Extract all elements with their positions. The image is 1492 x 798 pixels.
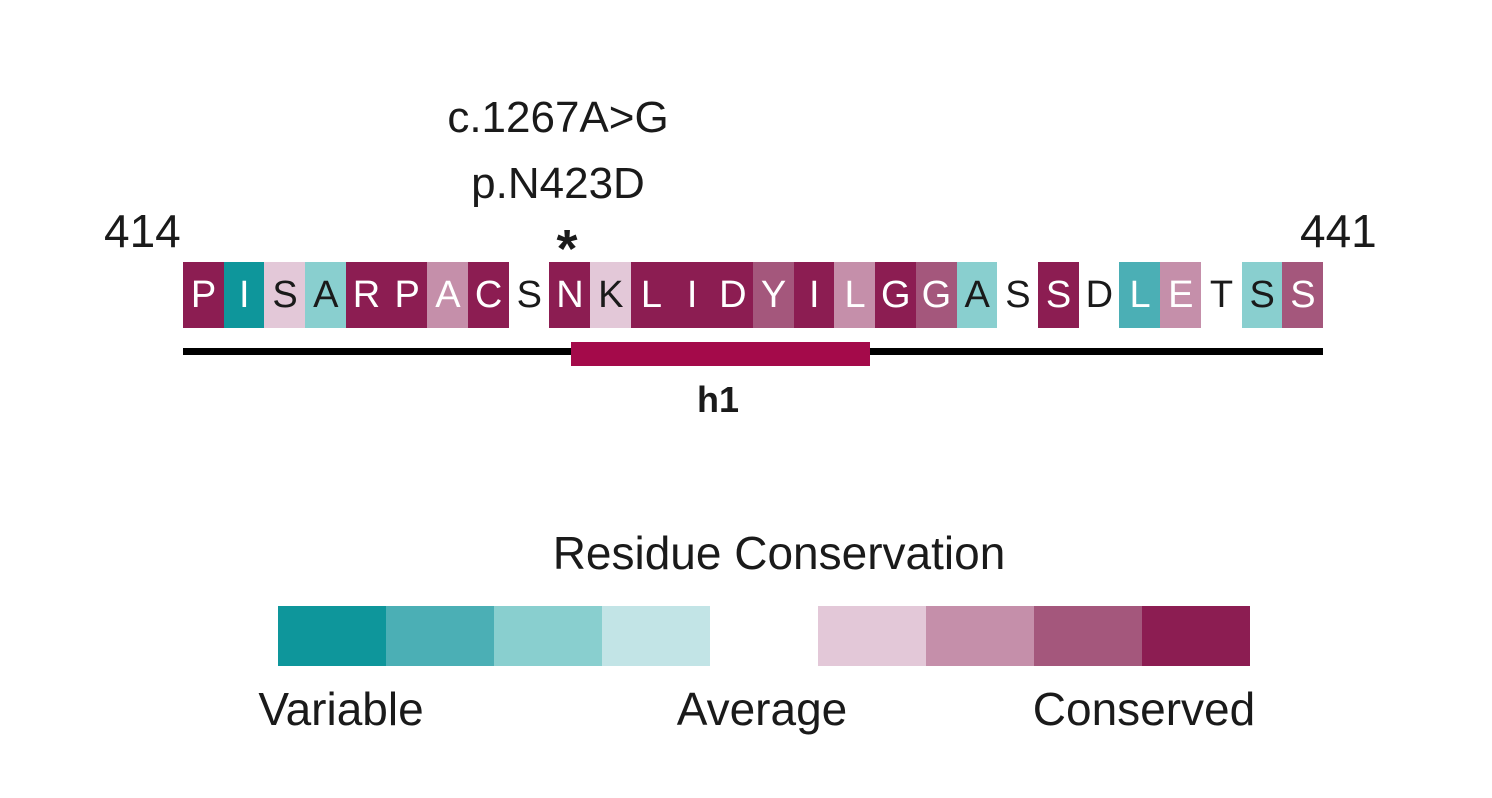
legend-label-average: Average [676, 683, 848, 735]
legend-title: Residue Conservation [552, 527, 1006, 579]
residue-cell: S [1038, 262, 1080, 328]
residue-cell: L [834, 262, 876, 328]
residue-cell: I [671, 262, 713, 328]
residue-cell: D [712, 262, 754, 328]
residue-cell: C [468, 262, 510, 328]
legend-swatch-grade-1 [278, 606, 386, 666]
residue-cell: S [1241, 262, 1283, 328]
residue-cell: P [386, 262, 428, 328]
legend-label-variable: Variable [258, 683, 424, 735]
residue-cell: I [793, 262, 835, 328]
legend-swatch-grade-7 [926, 606, 1034, 666]
residue-cell: D [1078, 262, 1120, 328]
residue-cell: T [1200, 262, 1243, 328]
residue-cell: P [183, 262, 225, 328]
residue-cell: I [223, 262, 265, 328]
residue-cell: A [956, 262, 998, 328]
residue-cell: S [508, 262, 550, 328]
residue-cell: S [997, 262, 1039, 328]
residue-cell: G [915, 262, 958, 328]
legend-swatch-grade-6 [818, 606, 926, 666]
residue-cell: L [630, 262, 673, 328]
legend-swatch-grade-8 [1034, 606, 1142, 666]
residue-cell: Y [753, 262, 795, 328]
residue-cell: S [264, 262, 306, 328]
conservation-legend [278, 606, 1250, 666]
legend-swatch-grade-5 [710, 606, 818, 666]
residue-cell: A [427, 262, 469, 328]
sequence-end-position: 441 [1300, 205, 1377, 257]
residue-cell: S [1282, 262, 1324, 328]
residue-cell: E [1160, 262, 1202, 328]
residue-cell: K [590, 262, 632, 328]
legend-label-conserved: Conserved [1032, 683, 1256, 735]
residue-cell: L [1119, 262, 1161, 328]
helix-label: h1 [696, 379, 740, 420]
residue-cell: G [875, 262, 917, 328]
legend-swatch-grade-2 [386, 606, 494, 666]
residue-cell: R [345, 262, 388, 328]
mutation-cdna-label: c.1267A>G [447, 93, 669, 142]
helix-bar [571, 342, 870, 366]
sequence-start-position: 414 [104, 205, 181, 257]
mutation-protein-label: p.N423D [471, 159, 645, 208]
residue-cell: N [549, 262, 591, 328]
legend-swatch-grade-9 [1142, 606, 1250, 666]
legend-swatch-grade-4 [602, 606, 710, 666]
legend-swatch-grade-3 [494, 606, 602, 666]
residue-cell: A [305, 262, 347, 328]
